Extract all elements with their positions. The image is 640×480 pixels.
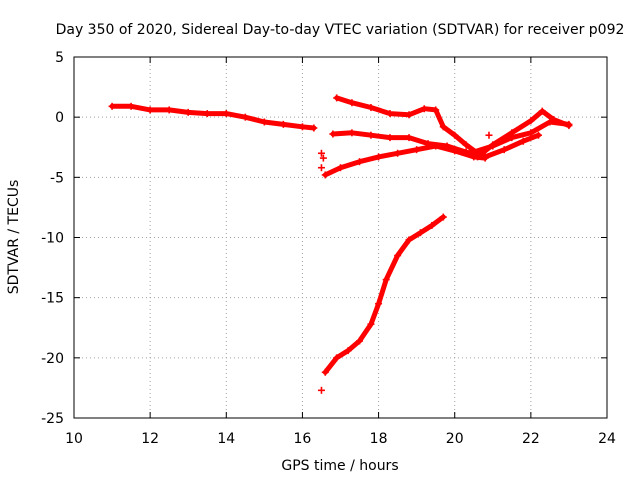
data-point xyxy=(337,164,344,172)
y-tick-label: -25 xyxy=(41,411,64,427)
data-point xyxy=(508,134,516,142)
data-point xyxy=(222,110,230,118)
chart-title: Day 350 of 2020, Sidereal Day-to-day VTE… xyxy=(56,22,625,38)
data-point xyxy=(321,171,329,179)
isolated-point xyxy=(485,131,493,139)
data-point xyxy=(405,236,413,244)
data-point xyxy=(382,276,390,284)
series-arc-morning xyxy=(108,102,318,132)
data-point xyxy=(333,354,341,362)
x-tick-label: 24 xyxy=(598,431,616,447)
data-point xyxy=(439,213,447,221)
y-tick-label: -5 xyxy=(50,170,64,186)
data-point xyxy=(260,118,268,126)
data-point xyxy=(321,368,329,376)
data-point xyxy=(451,131,459,139)
data-point xyxy=(356,158,364,166)
data-point xyxy=(375,153,383,161)
data-point xyxy=(375,300,383,308)
series-arc-steep xyxy=(321,213,447,376)
y-tick-label: 5 xyxy=(55,50,64,66)
series-arc-evening-low xyxy=(466,118,573,157)
data-point xyxy=(394,252,402,260)
data-point xyxy=(462,141,470,149)
x-tick-label: 20 xyxy=(446,431,464,447)
y-tick-label: -15 xyxy=(41,291,64,307)
data-point xyxy=(489,142,497,150)
data-point xyxy=(565,120,573,128)
x-tick-label: 10 xyxy=(65,431,83,447)
data-point xyxy=(386,110,394,118)
series-line xyxy=(322,214,446,375)
x-axis-label: GPS time / hours xyxy=(281,458,398,474)
data-point xyxy=(466,149,474,157)
isolated-point xyxy=(317,164,325,172)
series-line xyxy=(322,143,488,178)
data-point xyxy=(534,131,542,139)
data-point xyxy=(428,221,436,229)
data-point xyxy=(439,123,447,131)
data-point xyxy=(527,129,535,137)
data-point xyxy=(538,107,546,115)
data-point xyxy=(127,102,135,110)
data-point xyxy=(474,153,482,161)
isolated-point xyxy=(317,386,325,394)
x-tick-label: 14 xyxy=(217,431,235,447)
data-point xyxy=(146,106,154,114)
data-point xyxy=(500,146,508,154)
data-point xyxy=(519,137,527,145)
data-point xyxy=(481,154,489,162)
data-point xyxy=(348,99,356,107)
data-point xyxy=(184,108,192,116)
data-point xyxy=(432,142,440,150)
data-point xyxy=(420,105,428,113)
data-point xyxy=(432,106,440,114)
y-tick-label: -10 xyxy=(41,231,64,247)
x-tick-label: 16 xyxy=(294,431,312,447)
data-point xyxy=(416,229,424,237)
tick-layer: 10 12 14 16 18 20 22 24 5 0 -5 -10 -15 -20 -25 xyxy=(41,50,616,447)
data-point xyxy=(165,106,173,114)
y-tick-label: -20 xyxy=(41,351,64,367)
isolated-point xyxy=(319,154,327,162)
data-point xyxy=(367,320,375,328)
x-tick-label: 22 xyxy=(522,431,540,447)
series-arc-lower xyxy=(321,142,489,179)
data-point xyxy=(329,130,337,138)
data-point xyxy=(279,120,287,128)
isolated-points-layer xyxy=(317,131,493,394)
data-point xyxy=(546,118,554,126)
data-point xyxy=(394,149,402,157)
data-point xyxy=(333,94,341,102)
data-point xyxy=(405,134,413,142)
data-point xyxy=(413,146,421,154)
data-point xyxy=(310,124,318,132)
data-point xyxy=(203,110,211,118)
data-point xyxy=(348,129,356,137)
data-point xyxy=(386,134,394,142)
isolated-point xyxy=(317,149,325,157)
data-point xyxy=(241,113,249,121)
series-line xyxy=(334,95,481,156)
data-point xyxy=(298,123,306,131)
data-point xyxy=(451,147,459,155)
data-point xyxy=(367,131,375,139)
series-layer xyxy=(108,94,573,376)
y-tick-label: 0 xyxy=(55,110,64,126)
data-point xyxy=(405,111,413,119)
data-point xyxy=(108,102,116,110)
y-axis-label: SDTVAR / TECUs xyxy=(6,180,22,295)
data-point xyxy=(356,337,364,345)
x-tick-label: 12 xyxy=(141,431,159,447)
data-point xyxy=(367,104,375,112)
x-tick-label: 18 xyxy=(370,431,388,447)
data-point xyxy=(527,117,535,125)
data-point xyxy=(344,347,352,355)
